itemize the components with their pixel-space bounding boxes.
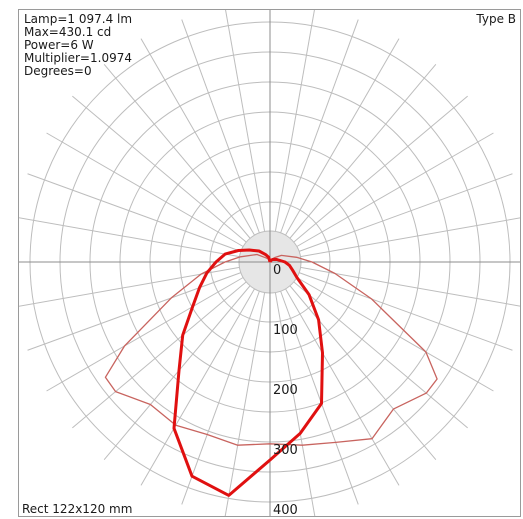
max-label: Max=430.1 cd <box>24 25 112 39</box>
grid-spoke <box>181 290 260 505</box>
grid-spoke <box>285 288 400 486</box>
grid-spoke <box>296 277 494 392</box>
grid-spoke <box>224 292 266 516</box>
grid-spoke <box>103 64 251 239</box>
grid-spoke <box>181 19 260 234</box>
grid-spoke <box>140 38 255 236</box>
grid-spoke <box>140 288 255 486</box>
r-tick-label: 0 <box>273 263 281 278</box>
grid-spoke <box>72 281 247 429</box>
photometric-info: Lamp=1 097.4 lm Max=430.1 cd Power=6 W M… <box>24 13 132 78</box>
grid-spoke <box>298 272 513 351</box>
grid-spoke <box>293 95 468 243</box>
degrees-label: Degrees=0 <box>24 64 92 78</box>
grid-spoke <box>27 173 242 252</box>
intensity-curve-primary <box>172 248 324 497</box>
grid-spoke <box>300 266 520 307</box>
multiplier-label: Multiplier=1.0974 <box>24 51 132 65</box>
grid-spoke <box>27 272 242 351</box>
grid-spoke <box>46 132 244 247</box>
type-label: Type B <box>476 12 516 26</box>
grid-spoke <box>296 132 494 247</box>
power-label: Power=6 W <box>24 38 94 52</box>
grid-spoke <box>72 95 247 243</box>
grid-spoke <box>289 64 437 239</box>
intensity-curve-secondary <box>104 253 438 446</box>
grid-spoke <box>103 285 251 460</box>
grid-spoke <box>280 19 359 234</box>
lamp-label: Lamp=1 097.4 lm <box>24 12 133 26</box>
grid-spoke <box>298 173 513 252</box>
grid-spoke <box>293 281 468 429</box>
grid-spoke <box>46 277 244 392</box>
r-tick-label: 400 <box>273 503 298 518</box>
grid-spoke <box>285 38 400 236</box>
grid-spoke <box>274 292 316 516</box>
polar-plot-area <box>19 10 520 516</box>
grid-spoke <box>19 217 240 258</box>
grid-spoke <box>225 10 266 232</box>
grid-spoke <box>274 10 315 232</box>
grid-spoke <box>289 285 437 460</box>
r-tick-label: 100 <box>273 323 298 338</box>
grid-spoke <box>280 290 359 505</box>
r-tick-label: 200 <box>273 383 298 398</box>
luminaire-size-label: Rect 122x120 mm <box>22 502 133 516</box>
r-tick-label: 300 <box>273 443 298 458</box>
grid-spoke <box>300 217 520 258</box>
